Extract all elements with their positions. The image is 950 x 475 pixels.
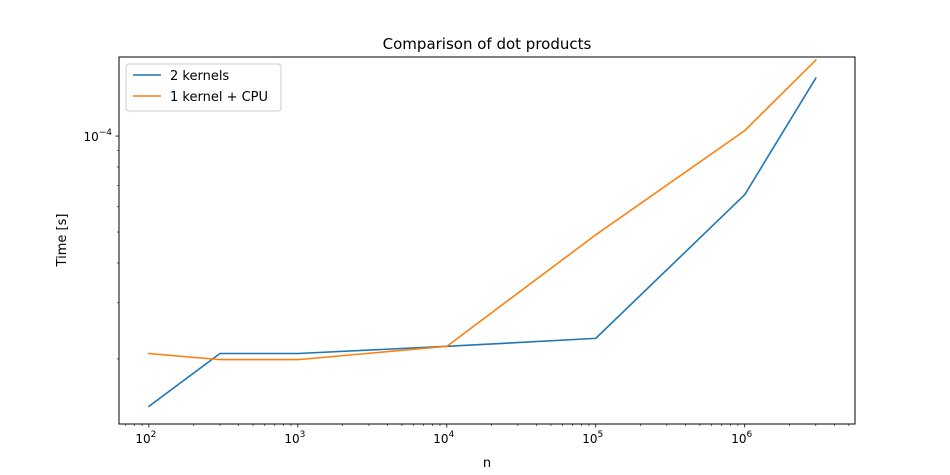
x-tick-label: 103: [284, 430, 305, 446]
y-tick-exponent: −4: [99, 128, 113, 138]
legend-label-1: 2 kernels: [170, 69, 229, 84]
chart-title: Comparison of dot products: [383, 35, 592, 53]
x-tick-exponent: 2: [151, 430, 157, 440]
y-axis-label: Time [s]: [55, 214, 70, 268]
x-axis-label: n: [483, 456, 491, 471]
series-layer: [147, 59, 817, 408]
x-tick-exponent: 5: [598, 430, 604, 440]
series-line-2: [148, 59, 817, 361]
y-axis: 10−4: [83, 128, 119, 360]
plot-frame: [118, 56, 856, 425]
x-tick-label: 102: [135, 430, 156, 446]
y-tick-label: 10−4: [83, 128, 112, 144]
x-tick-base: 10: [284, 432, 299, 446]
x-tick-label: 106: [731, 430, 752, 446]
x-tick-base: 10: [433, 432, 448, 446]
x-tick-base: 10: [582, 432, 597, 446]
x-tick-label: 105: [582, 430, 603, 446]
x-tick-base: 10: [731, 432, 746, 446]
legend-label-2: 1 kernel + CPU: [170, 90, 268, 105]
legend-box: [125, 63, 282, 112]
plot-area: [118, 56, 856, 425]
x-tick-label: 104: [433, 430, 454, 446]
y-tick-base: 10: [83, 130, 98, 144]
x-tick-base: 10: [135, 432, 150, 446]
x-axis: 102 103 104 105 106: [125, 424, 850, 446]
x-tick-exponent: 6: [746, 430, 752, 440]
legend: 2 kernels 1 kernel + CPU: [125, 63, 282, 112]
x-tick-exponent: 4: [449, 430, 455, 440]
x-tick-exponent: 3: [300, 430, 306, 440]
